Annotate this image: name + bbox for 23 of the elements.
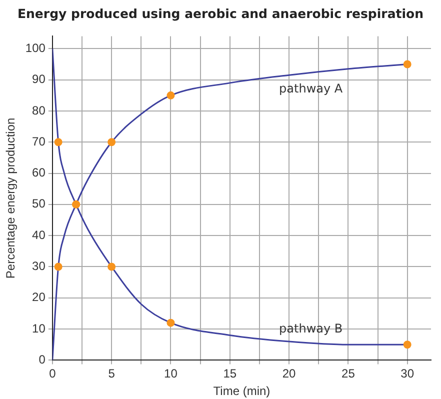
x-tick-label: 20 xyxy=(282,366,296,381)
y-tick-label: 20 xyxy=(32,290,46,304)
y-tick-label: 70 xyxy=(32,134,46,148)
y-tick-label: 40 xyxy=(32,228,46,242)
y-tick-label: 90 xyxy=(32,72,46,86)
x-tick-label: 5 xyxy=(108,366,116,381)
y-tick-label: 60 xyxy=(32,166,46,180)
x-tick-label: 30 xyxy=(400,366,414,381)
x-axis-title: Time (min) xyxy=(213,384,270,398)
chart-title: Energy produced using aerobic and anaerobic respiration xyxy=(16,6,425,23)
x-tick-label: 15 xyxy=(223,366,237,381)
x-tick-label: 10 xyxy=(164,366,178,381)
y-tick-label: 50 xyxy=(32,196,46,211)
y-tick-label: 30 xyxy=(32,259,46,274)
y-axis-title: Percentage energy production xyxy=(4,118,18,279)
series-label: pathway A xyxy=(279,81,344,96)
series-label: pathway B xyxy=(279,322,343,336)
y-tick-label: 80 xyxy=(32,103,46,118)
x-tick-label: 0 xyxy=(49,366,56,381)
y-tick-label: 0 xyxy=(38,352,46,367)
y-tick-label: 10 xyxy=(32,321,46,336)
y-tick-label: 100 xyxy=(25,40,46,55)
x-tick-label: 25 xyxy=(342,366,356,381)
